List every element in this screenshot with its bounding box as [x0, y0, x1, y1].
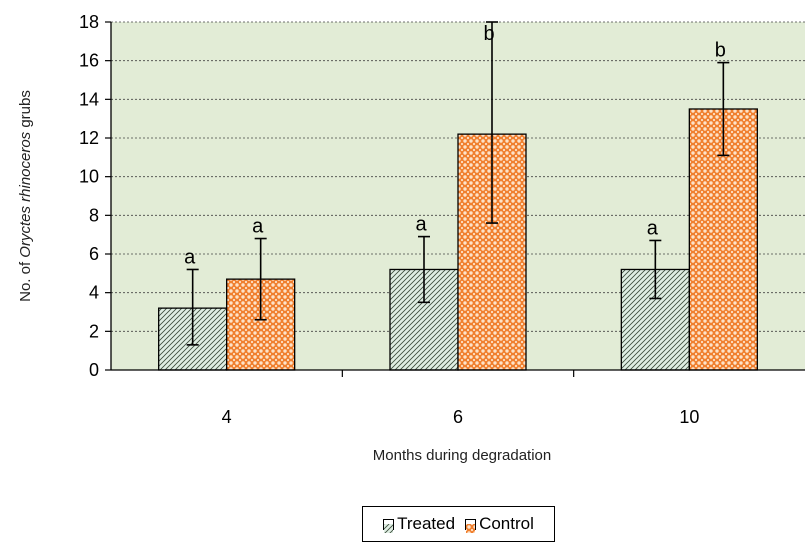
y-tick-label: 16 [79, 51, 99, 71]
x-axis-title: Months during degradation [373, 447, 551, 464]
error-bars [186, 21, 730, 346]
y-axis-title-part: No. of [17, 258, 34, 302]
y-tick-label: 14 [79, 89, 99, 109]
y-tick-label: 12 [79, 128, 99, 148]
y-tick-label: 2 [89, 321, 99, 341]
legend-label-treated: Treated [397, 514, 456, 533]
legend-item-control: Control [465, 514, 534, 534]
dotted-pattern-icon [466, 523, 476, 533]
significance-letter: a [415, 214, 427, 236]
y-tick-label: 0 [89, 360, 99, 380]
legend-item-treated: Treated [383, 514, 455, 534]
x-tick-label: 6 [453, 407, 463, 427]
legend: Treated Control [362, 506, 555, 542]
significance-letter: a [184, 246, 196, 268]
legend-label-control: Control [479, 514, 534, 533]
y-tick-label: 6 [89, 244, 99, 264]
significance-letter: a [647, 217, 659, 239]
significance-letters: a a a b a b [184, 23, 726, 268]
y-tick-label: 4 [89, 283, 99, 303]
x-tick-label: 10 [679, 407, 699, 427]
y-axis-ticks: 0 2 4 6 8 10 12 14 16 18 [79, 12, 111, 380]
legend-swatch-treated [383, 518, 395, 533]
y-tick-label: 10 [79, 167, 99, 187]
significance-letter: a [252, 216, 264, 238]
bars [158, 108, 758, 371]
x-axis-ticks: 4 6 10 [222, 370, 699, 427]
y-tick-label: 18 [79, 12, 99, 32]
y-axis-title: No. of Oryctes rhinoceros grubs [17, 90, 34, 302]
y-axis-title-part: grubs [17, 90, 34, 132]
x-tick-label: 4 [222, 407, 232, 427]
y-axis-title-species: Oryctes rhinoceros [17, 131, 34, 257]
significance-letter: b [483, 23, 494, 45]
significance-letter: b [715, 40, 726, 62]
hatch-icon [384, 523, 394, 533]
legend-swatch-control [465, 518, 477, 533]
y-tick-label: 8 [89, 205, 99, 225]
